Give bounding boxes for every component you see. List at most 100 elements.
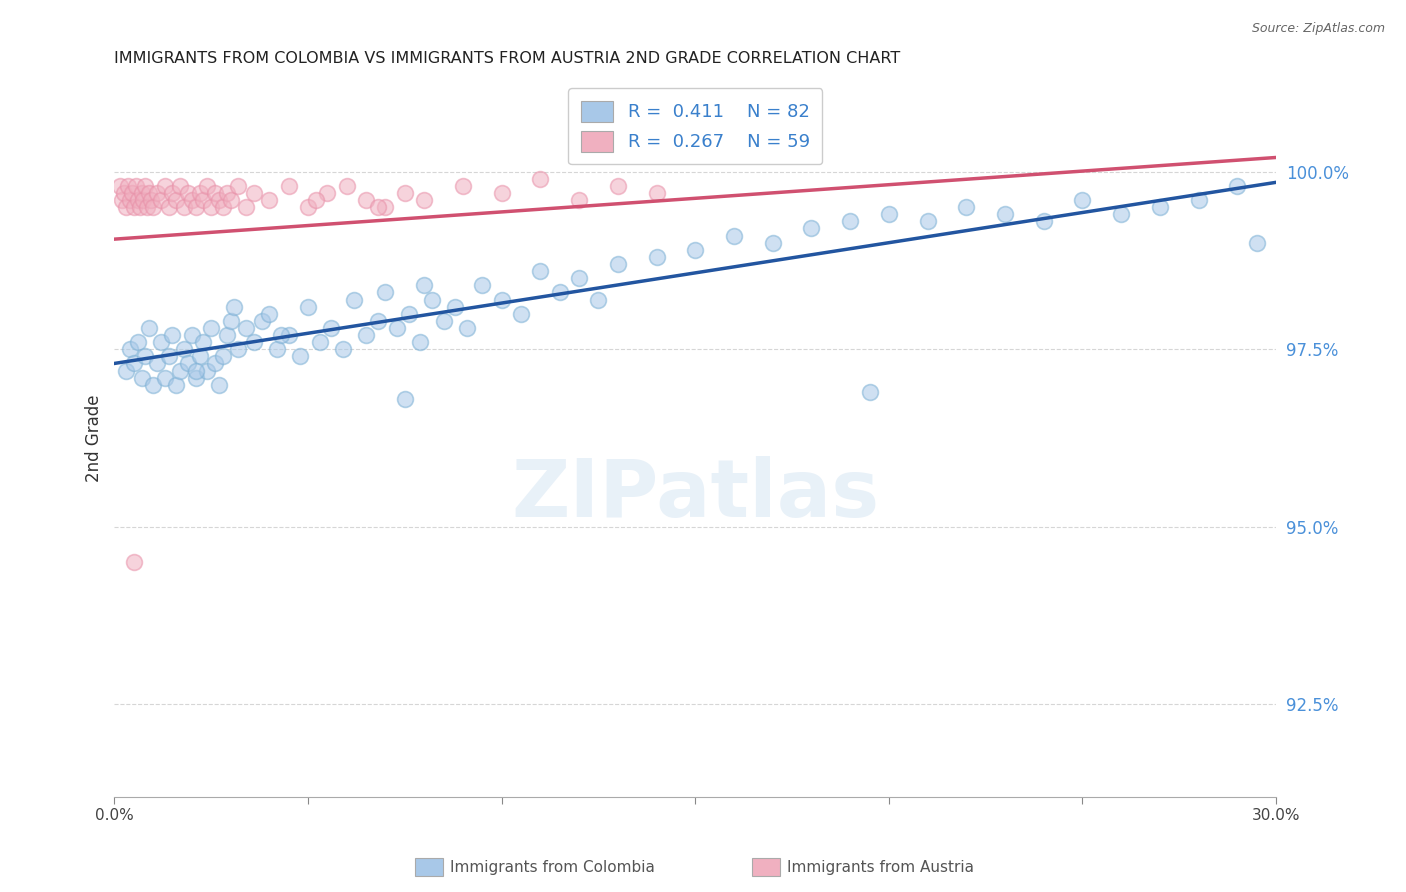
Point [413,278,436,293]
Point [162,186,184,200]
Point [180,328,202,343]
Point [208,193,231,207]
Point [548,285,571,300]
Point [118,343,141,357]
Point [259,193,281,207]
Point [420,293,443,307]
Point [112,186,135,200]
Point [153,370,176,384]
Point [259,307,281,321]
Y-axis label: 2nd Grade: 2nd Grade [86,394,103,482]
Point [645,250,668,264]
Point [149,193,172,207]
Point [125,178,148,193]
Point [374,285,396,300]
Point [1226,178,1249,193]
Point [215,186,238,200]
Point [115,200,138,214]
Point [683,243,706,257]
Point [354,328,377,343]
Point [316,186,339,200]
Point [162,328,184,343]
Point [200,200,222,214]
Point [308,335,330,350]
Point [305,193,328,207]
Point [266,343,288,357]
Legend: R =  0.411    N = 82, R =  0.267    N = 59: R = 0.411 N = 82, R = 0.267 N = 59 [568,88,823,164]
Point [188,186,211,200]
Point [173,343,195,357]
Point [134,178,156,193]
Text: Source: ZipAtlas.com: Source: ZipAtlas.com [1251,22,1385,36]
Point [165,377,187,392]
Point [588,293,610,307]
Point [1188,193,1211,207]
Point [336,178,359,193]
Point [394,186,416,200]
Point [219,193,242,207]
Point [211,349,233,363]
Point [321,321,343,335]
Point [157,349,180,363]
Point [122,555,145,569]
Point [177,356,200,370]
Point [195,363,218,377]
Point [138,321,160,335]
Point [173,200,195,214]
Point [858,384,880,399]
Point [606,178,628,193]
Point [235,200,257,214]
Text: Immigrants from Austria: Immigrants from Austria [787,861,974,875]
Point [228,343,250,357]
Point [374,200,396,214]
Point [529,171,551,186]
Point [277,328,299,343]
Point [193,193,215,207]
Point [115,363,138,377]
Point [354,193,377,207]
Point [138,186,160,200]
Point [224,300,246,314]
Point [180,193,202,207]
Point [149,335,172,350]
Point [208,377,231,392]
Point [277,178,299,193]
Point [188,349,211,363]
Point [204,356,226,370]
Point [471,278,494,293]
Point [290,349,312,363]
Point [141,193,163,207]
Point [250,314,273,328]
Point [127,193,149,207]
Point [994,207,1017,221]
Text: Immigrants from Colombia: Immigrants from Colombia [450,861,655,875]
Point [491,293,513,307]
Point [110,178,132,193]
Point [723,228,745,243]
Point [367,314,389,328]
Point [134,349,156,363]
Point [184,370,207,384]
Point [128,200,150,214]
Point [877,207,900,221]
Point [1109,207,1132,221]
Point [432,314,454,328]
Point [510,307,533,321]
Point [235,321,257,335]
Point [146,356,169,370]
Point [451,178,474,193]
Point [204,186,226,200]
Point [606,257,628,271]
Point [917,214,939,228]
Point [146,186,169,200]
Point [165,193,187,207]
Point [297,200,319,214]
Point [121,186,143,200]
Point [332,343,354,357]
Point [200,321,222,335]
Point [132,193,155,207]
Point [413,193,436,207]
Point [131,186,153,200]
Point [955,200,977,214]
Point [343,293,366,307]
